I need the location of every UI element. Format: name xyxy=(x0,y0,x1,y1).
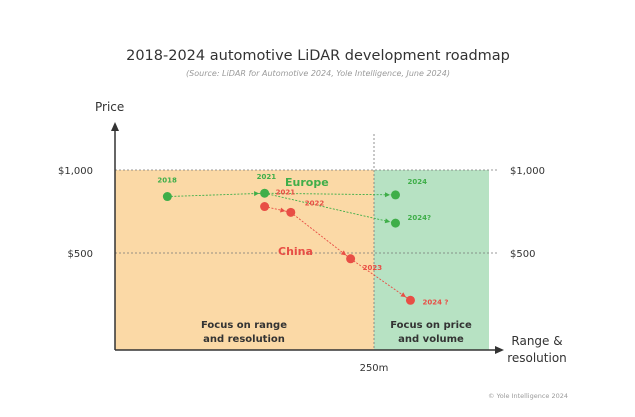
china-connector-arrowhead-0 xyxy=(279,207,286,213)
chart-title: 2018-2024 automotive LiDAR development r… xyxy=(126,48,510,64)
china-point-label-1: 2022 xyxy=(305,199,325,207)
chart-subtitle: (Source: LiDAR for Automotive 2024, Yole… xyxy=(186,69,450,78)
china-point-3 xyxy=(405,295,415,305)
y-tick-label-right-0: $1,000 xyxy=(510,166,545,177)
china-point-label-0: 2021 xyxy=(276,189,296,197)
china-series-label: China xyxy=(278,245,313,258)
china-point-label-2: 2023 xyxy=(363,264,383,272)
x-axis-label-line1: Range & xyxy=(511,334,562,348)
china-connector-arrowhead-1 xyxy=(340,250,347,256)
x-axis-label-line2: resolution xyxy=(507,351,567,365)
europe-point-0 xyxy=(162,192,172,202)
europe-point-label-0: 2018 xyxy=(157,177,177,185)
europe-point-3 xyxy=(391,218,400,228)
china-point-0 xyxy=(260,202,270,212)
europe-series-label: Europe xyxy=(285,176,329,189)
range-focus-label-line2: and resolution xyxy=(203,334,285,345)
copyright-footer: © Yole Intelligence 2024 xyxy=(488,392,568,400)
europe-connector-2 xyxy=(264,192,396,224)
europe-point-label-3: 2024? xyxy=(408,214,432,222)
y-axis-arrowhead xyxy=(111,122,119,131)
europe-connector-1 xyxy=(264,192,396,196)
europe-connector-arrowhead-0 xyxy=(254,191,260,197)
china-connector-1 xyxy=(290,211,351,260)
price-focus-region xyxy=(374,170,489,350)
y-tick-label-right-1: $500 xyxy=(510,249,535,260)
price-focus-label-line1: Focus on price xyxy=(390,320,472,331)
y-tick-label-left-1: $500 xyxy=(68,249,93,260)
europe-connector-0 xyxy=(167,192,265,198)
x-axis-arrowhead xyxy=(495,346,504,354)
y-axis-label: Price xyxy=(95,100,124,114)
europe-point-1 xyxy=(260,188,270,198)
y-tick-label-left-0: $1,000 xyxy=(58,166,93,177)
china-connector-arrowhead-2 xyxy=(400,292,406,298)
price-focus-label-line2: and volume xyxy=(398,334,464,345)
europe-connector-arrowhead-2 xyxy=(384,218,391,224)
china-connector-2 xyxy=(350,258,411,301)
china-point-1 xyxy=(286,207,296,217)
europe-point-label-1: 2021 xyxy=(257,173,277,181)
x-tick-label-250m: 250m xyxy=(360,363,389,374)
europe-connector-arrowhead-1 xyxy=(384,192,391,198)
china-point-label-3: 2024 ? xyxy=(422,298,448,306)
range-focus-label-line1: Focus on range xyxy=(201,320,287,331)
europe-point-label-2: 2024 xyxy=(408,178,428,186)
china-point-2 xyxy=(346,254,356,264)
europe-point-2 xyxy=(391,190,400,200)
range-focus-region xyxy=(115,170,374,350)
